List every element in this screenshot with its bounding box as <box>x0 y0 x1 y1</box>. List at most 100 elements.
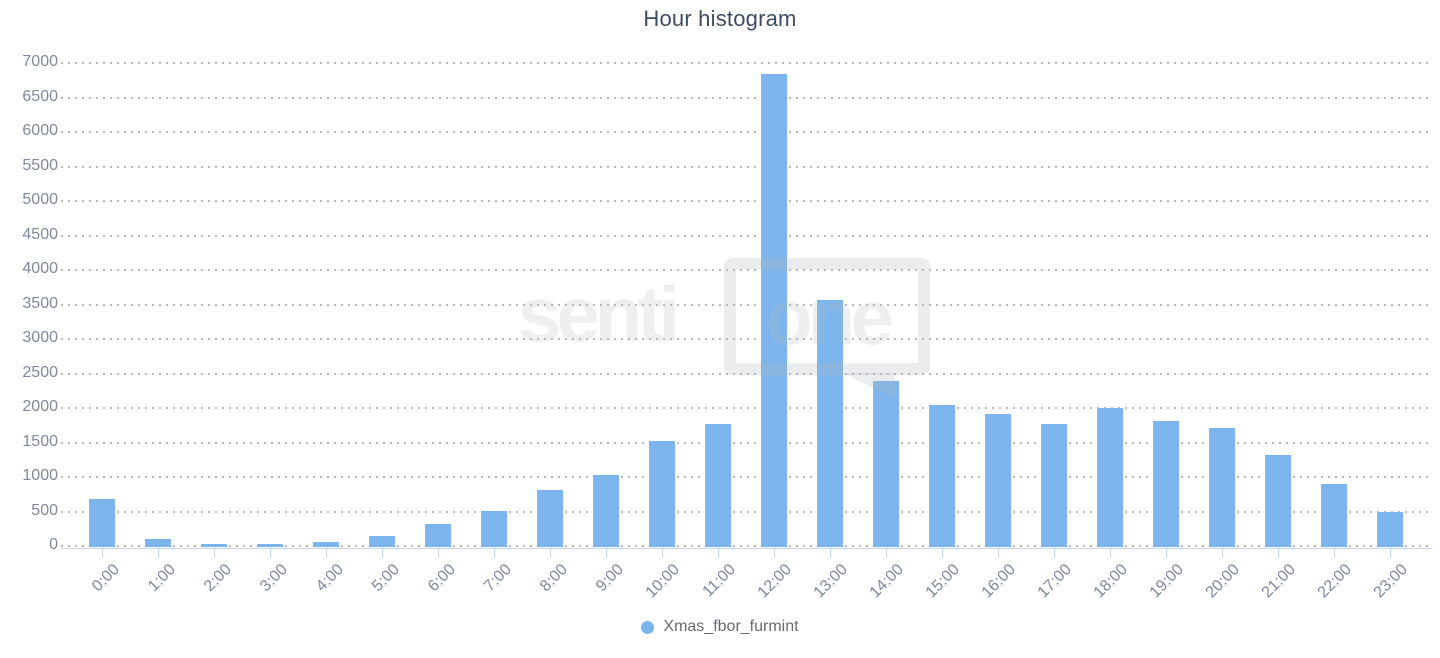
bar[interactable] <box>1265 455 1291 547</box>
grid-line <box>61 96 1432 99</box>
tick-mark <box>1166 548 1167 558</box>
y-axis-label: 6500 <box>22 87 58 105</box>
bar[interactable] <box>201 544 227 547</box>
x-axis-label: 7:00 <box>480 561 516 596</box>
bar[interactable] <box>89 499 115 547</box>
bar[interactable] <box>593 475 619 547</box>
y-axis-label: 7000 <box>22 53 58 70</box>
tick-mark <box>102 548 103 558</box>
grid-line <box>61 441 1432 444</box>
x-axis-label: 12:00 <box>754 561 796 602</box>
grid-line <box>61 269 1432 271</box>
tick-mark <box>1054 548 1055 558</box>
x-axis-label: 10:00 <box>642 561 684 602</box>
x-axis-label: 6:00 <box>424 561 460 596</box>
y-axis-label: 5500 <box>22 156 58 174</box>
x-axis-label: 8:00 <box>536 561 572 596</box>
grid-line <box>61 476 1432 478</box>
y-axis-label: 2000 <box>22 398 58 415</box>
bar[interactable] <box>313 542 339 547</box>
bar[interactable] <box>145 539 171 547</box>
bar[interactable] <box>705 424 731 547</box>
x-axis-label: 20:00 <box>1202 561 1244 602</box>
grid-line <box>61 303 1432 306</box>
x-axis-label: 3:00 <box>256 561 292 596</box>
grid-line <box>61 338 1432 340</box>
bar[interactable] <box>1097 408 1123 547</box>
bar[interactable] <box>481 511 507 547</box>
x-axis-line <box>61 548 1432 549</box>
y-axis-label: 500 <box>31 501 58 519</box>
grid-line <box>61 165 1432 168</box>
x-axis-label: 22:00 <box>1314 561 1356 602</box>
bar[interactable] <box>1041 424 1067 547</box>
tick-mark <box>1222 548 1223 558</box>
tick-mark <box>214 548 215 558</box>
tick-mark <box>774 548 775 558</box>
tick-mark <box>718 548 719 558</box>
y-axis-label: 3000 <box>22 329 58 346</box>
y-axis-label: 1500 <box>22 432 58 450</box>
grid-line <box>61 234 1432 237</box>
tick-mark <box>1278 548 1279 558</box>
tick-mark <box>998 548 999 558</box>
bar[interactable] <box>817 300 843 547</box>
y-axis-label: 2500 <box>22 363 58 381</box>
grid-line <box>61 545 1432 547</box>
y-axis-label: 3500 <box>22 294 58 312</box>
grid-line <box>61 407 1432 409</box>
y-axis-label: 1000 <box>22 467 58 484</box>
tick-mark <box>662 548 663 558</box>
bar[interactable] <box>1209 428 1235 547</box>
legend-label[interactable]: Xmas_fbor_furmint <box>663 618 799 635</box>
x-axis-label: 16:00 <box>978 561 1020 602</box>
x-axis-label: 13:00 <box>810 561 852 602</box>
x-axis-label: 19:00 <box>1146 561 1188 602</box>
bar[interactable] <box>1153 421 1179 547</box>
tick-mark <box>830 548 831 558</box>
bar[interactable] <box>257 544 283 547</box>
x-axis-label: 2:00 <box>200 561 236 596</box>
bar[interactable] <box>985 414 1011 547</box>
grid-line <box>61 372 1432 375</box>
grid-line <box>61 510 1432 513</box>
bar[interactable] <box>369 536 395 547</box>
x-axis-label: 1:00 <box>144 561 180 596</box>
tick-mark <box>494 548 495 558</box>
y-axis-label: 0 <box>49 536 58 553</box>
grid-line <box>61 131 1432 133</box>
y-axis-label: 4500 <box>22 225 58 243</box>
chart-title: Hour histogram <box>643 6 797 31</box>
y-axis-label: 6000 <box>22 122 58 139</box>
y-axis-label: 4000 <box>22 260 58 277</box>
y-axis-label: 5000 <box>22 191 58 208</box>
bar[interactable] <box>761 74 787 547</box>
bar[interactable] <box>1377 512 1403 547</box>
bar[interactable] <box>537 490 563 547</box>
tick-mark <box>550 548 551 558</box>
bar[interactable] <box>649 441 675 547</box>
watermark-text: senti <box>518 270 680 358</box>
x-axis-label: 9:00 <box>592 561 628 596</box>
x-axis-label: 5:00 <box>368 561 404 596</box>
tick-mark <box>606 548 607 558</box>
tick-mark <box>326 548 327 558</box>
tick-mark <box>382 548 383 558</box>
bar[interactable] <box>1321 484 1347 547</box>
x-axis-label: 21:00 <box>1258 561 1300 602</box>
tick-mark <box>1334 548 1335 558</box>
tick-mark <box>942 548 943 558</box>
x-axis-label: 18:00 <box>1090 561 1132 602</box>
x-axis-label: 17:00 <box>1034 561 1076 602</box>
bar[interactable] <box>929 405 955 547</box>
x-axis-label: 14:00 <box>866 561 908 602</box>
grid-line <box>61 62 1432 64</box>
bar[interactable] <box>425 524 451 547</box>
legend: Xmas_fbor_furmint <box>0 618 1440 636</box>
tick-mark <box>886 548 887 558</box>
legend-marker-icon[interactable] <box>641 620 655 634</box>
x-axis-label: 11:00 <box>699 561 740 601</box>
bar[interactable] <box>873 381 899 547</box>
x-axis-label: 23:00 <box>1370 561 1412 602</box>
